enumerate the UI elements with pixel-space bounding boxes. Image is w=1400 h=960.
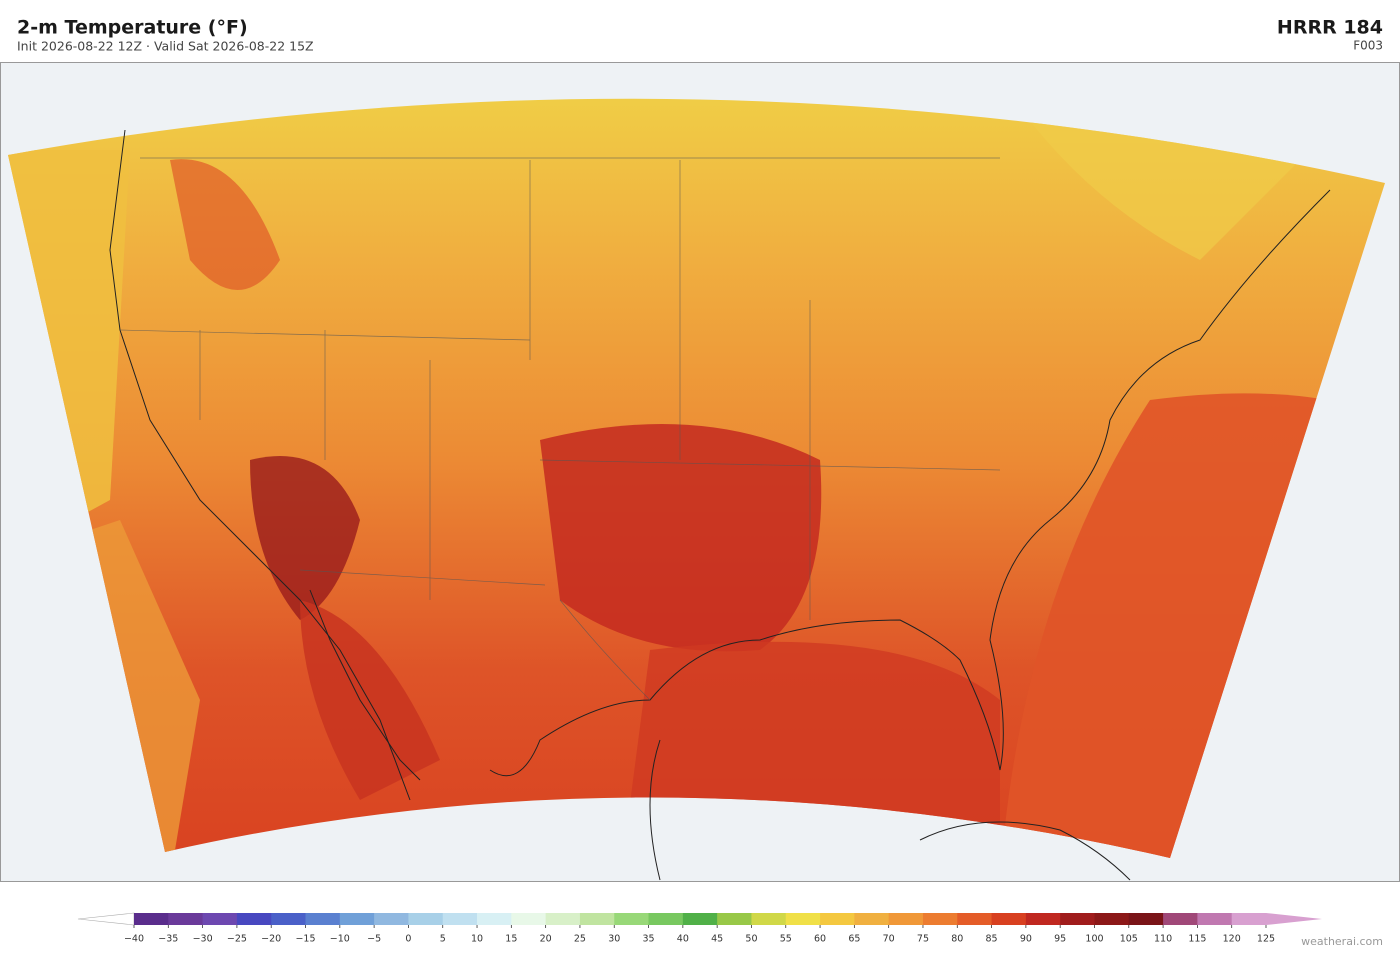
colorbar-tick-label: 120 bbox=[1223, 934, 1241, 945]
colorbar-tick-label: 85 bbox=[986, 934, 998, 945]
colorbar-segment bbox=[1060, 913, 1095, 925]
colorbar-segment bbox=[888, 913, 924, 925]
colorbar-segment bbox=[579, 913, 615, 925]
colorbar-tick-label: 70 bbox=[883, 934, 895, 945]
colorbar-segment bbox=[1163, 913, 1198, 925]
colorbar-under bbox=[77, 912, 135, 926]
colorbar-tick-label: 15 bbox=[505, 934, 517, 945]
colorbar-segment bbox=[236, 913, 272, 925]
colorbar-segment bbox=[991, 913, 1027, 925]
colorbar-segment bbox=[442, 913, 478, 925]
colorbar-tick-label: 40 bbox=[677, 934, 689, 945]
colorbar-tick-label: 95 bbox=[1054, 934, 1066, 945]
colorbar-tick-label: −35 bbox=[158, 934, 178, 945]
colorbar-segment bbox=[717, 913, 752, 925]
colorbar-segment bbox=[477, 913, 512, 925]
colorbar-tick-label: 20 bbox=[540, 934, 552, 945]
colorbar-segment bbox=[339, 913, 375, 925]
colorbar-tick-label: 110 bbox=[1154, 934, 1172, 945]
colorbar-segment bbox=[374, 913, 409, 925]
colorbar-segment bbox=[271, 913, 307, 925]
colorbar-tick-label: 115 bbox=[1188, 934, 1206, 945]
colorbar-segment bbox=[1197, 913, 1233, 925]
colorbar-tick-label: 75 bbox=[917, 934, 929, 945]
colorbar-tick-label: 80 bbox=[951, 934, 963, 945]
colorbar-segment bbox=[820, 913, 855, 925]
colorbar-segment bbox=[511, 913, 547, 925]
colorbar-segment bbox=[854, 913, 890, 925]
subtitle: Init 2026-08-22 12Z · Valid Sat 2026-08-… bbox=[17, 39, 314, 54]
colorbar-tick-label: 125 bbox=[1257, 934, 1275, 945]
forecast-hour: F003 bbox=[1353, 39, 1383, 53]
colorbar-over bbox=[1266, 913, 1322, 925]
colorbar: −40 −35 −30 −25 −20 −15 −10 −5 0 5 10 15 20 25 30 35 40 4… bbox=[77, 912, 1322, 945]
colorbar-segment bbox=[408, 913, 444, 925]
colorbar-tick-label: 0 bbox=[405, 934, 411, 945]
borders bbox=[119, 157, 1001, 701]
colorbar-tick-label: 100 bbox=[1085, 934, 1103, 945]
colorbar-tick-label: −30 bbox=[193, 934, 213, 945]
colorbar-tick-label: 30 bbox=[608, 934, 620, 945]
colorbar-tick-label: 35 bbox=[642, 934, 654, 945]
colorbar-segment bbox=[134, 913, 169, 925]
colorbar-tick-label: −25 bbox=[227, 934, 247, 945]
watermark: weatherai.com bbox=[1301, 935, 1383, 948]
colorbar-segment bbox=[751, 913, 787, 925]
colorbar-tick-label: 55 bbox=[780, 934, 792, 945]
colorbar-tick-label: 90 bbox=[1020, 934, 1032, 945]
colorbar-segment bbox=[614, 913, 650, 925]
colorbar-tick-label: −10 bbox=[330, 934, 350, 945]
colorbar-tick-label: 10 bbox=[471, 934, 483, 945]
colorbar-segment bbox=[1231, 913, 1267, 925]
model: HRRR 184 bbox=[1277, 17, 1383, 39]
map bbox=[0, 62, 1400, 882]
colorbar-segment bbox=[785, 913, 821, 925]
colorbar-tick-label: −40 bbox=[124, 934, 144, 945]
colorbar-tick-label: −20 bbox=[261, 934, 281, 945]
colorbar-tick-label: 50 bbox=[745, 934, 757, 945]
colorbar-tick-label: 65 bbox=[848, 934, 860, 945]
colorbar-tick-label: 45 bbox=[711, 934, 723, 945]
colorbar-segment bbox=[648, 913, 684, 925]
colorbar-segment bbox=[168, 913, 204, 925]
colorbar-segment bbox=[305, 913, 341, 925]
title: 2-m Temperature (°F) bbox=[17, 17, 248, 39]
colorbar-tick-label: 105 bbox=[1120, 934, 1138, 945]
colorbar-tick-label: −5 bbox=[367, 934, 381, 945]
colorbar-segment bbox=[202, 913, 238, 925]
colorbar-tick-label: 25 bbox=[574, 934, 586, 945]
colorbar-tick-label: 5 bbox=[440, 934, 446, 945]
colorbar-segment bbox=[682, 913, 718, 925]
colorbar-segment bbox=[922, 913, 958, 925]
colorbar-segment bbox=[1025, 913, 1061, 925]
colorbar-segment bbox=[1094, 913, 1130, 925]
colorbar-segment bbox=[1128, 913, 1164, 925]
colorbar-tick-label: 60 bbox=[814, 934, 826, 945]
colorbar-tick-label: −15 bbox=[295, 934, 315, 945]
colorbar-segment bbox=[545, 913, 581, 925]
colorbar-segment bbox=[957, 913, 993, 925]
temperature-field bbox=[8, 98, 1385, 858]
